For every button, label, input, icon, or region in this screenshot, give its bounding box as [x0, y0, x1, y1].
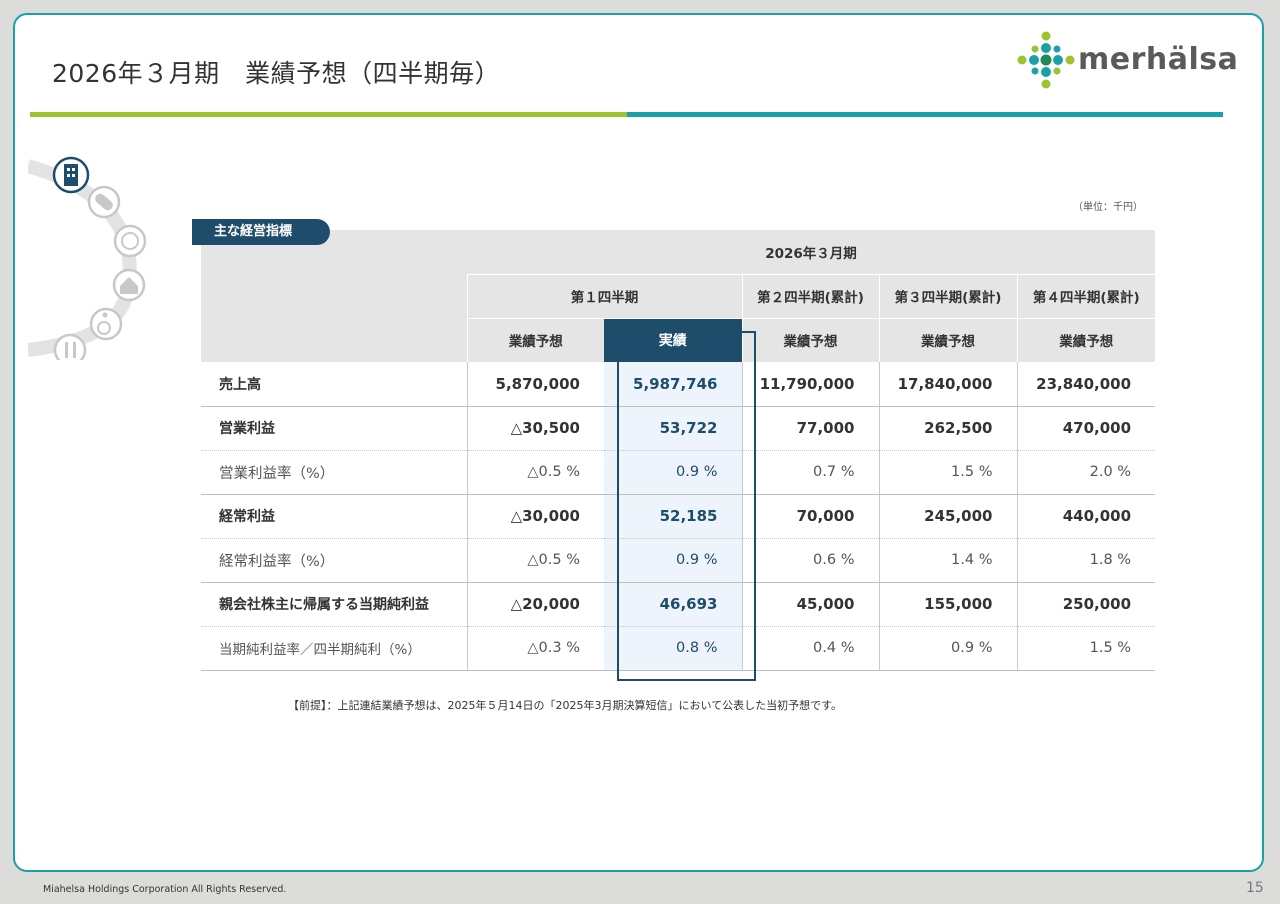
section-tag: 主な経営指標 [192, 219, 330, 245]
logo-mark-icon [1017, 31, 1075, 89]
q3-header: 第３四半期(累計) [878, 274, 1017, 319]
q3-cell: 1.4 % [878, 538, 1017, 582]
q1-actual-cell: 0.9 % [604, 538, 742, 582]
row-label: 経常利益 [219, 509, 275, 525]
q4-cell: 470,000 [1016, 406, 1156, 450]
q2-header: 第２四半期(累計) [741, 274, 879, 319]
q3-cell: 155,000 [878, 582, 1017, 626]
q1-actual-cell: 46,693 [604, 582, 742, 626]
q1-forecast-cell: △0.5 % [466, 450, 604, 494]
q1-forecast-cell: △30,000 [466, 494, 604, 538]
q3-forecast-header: 業績予想 [878, 318, 1017, 362]
q3-cell: 1.5 % [878, 450, 1017, 494]
q4-cell: 23,840,000 [1016, 362, 1156, 406]
q4-forecast-header: 業績予想 [1016, 318, 1156, 362]
q4-cell: 440,000 [1016, 494, 1156, 538]
building-icon [52, 156, 90, 194]
fork-knife-icon [53, 333, 87, 360]
q3-cell: 0.9 % [878, 626, 1017, 670]
footer-copyright: Miahelsa Holdings Corporation All Rights… [43, 884, 287, 895]
q4-cell: 2.0 % [1016, 450, 1156, 494]
q1-actual-cell: 0.9 % [604, 450, 742, 494]
table-row: 営業利益 △30,500 53,722 77,000 262,500 470,0… [201, 406, 1156, 450]
table-row: 経常利益率（%） △0.5 % 0.9 % 0.6 % 1.4 % 1.8 % [201, 538, 1156, 582]
q1-actual-cell: 52,185 [604, 494, 742, 538]
table-corner [201, 230, 467, 362]
table-row: 当期純利益率／四半期純利（%） △0.3 % 0.8 % 0.4 % 0.9 %… [201, 626, 1156, 670]
header-divider-green [30, 112, 627, 117]
q1-actual-header: 実績 [604, 318, 742, 362]
header-divider-teal [627, 112, 1223, 117]
table-row: 営業利益率（%） △0.5 % 0.9 % 0.7 % 1.5 % 2.0 % [201, 450, 1156, 494]
q2-cell: 45,000 [741, 582, 879, 626]
q1-forecast-cell: 5,870,000 [466, 362, 604, 406]
q3-cell: 262,500 [878, 406, 1017, 450]
q2-cell: 77,000 [741, 406, 879, 450]
q1-forecast-cell: △0.5 % [466, 538, 604, 582]
page-title: 2026年３月期 業績予想（四半期毎） [52, 59, 501, 88]
q2-cell: 70,000 [741, 494, 879, 538]
company-logo: merhälsa [1016, 30, 1238, 90]
logo-text: merhälsa [1078, 42, 1239, 77]
q1-actual-cell: 5,987,746 [604, 362, 742, 406]
unit-note: （単位：千円） [1073, 202, 1143, 213]
page-number: 15 [1246, 880, 1264, 896]
wheelchair-icon [89, 307, 123, 341]
q1-forecast-header: 業績予想 [466, 318, 604, 362]
q1-forecast-cell: △0.3 % [466, 626, 604, 670]
table-row: 売上高 5,870,000 5,987,746 11,790,000 17,84… [201, 362, 1156, 406]
q1-forecast-cell: △20,000 [466, 582, 604, 626]
table-row: 経常利益 △30,000 52,185 70,000 245,000 440,0… [201, 494, 1156, 538]
q2-cell: 0.4 % [741, 626, 879, 670]
q2-cell: 0.7 % [741, 450, 879, 494]
fiscal-year-header: 2026年３月期 [467, 230, 1156, 275]
q4-header: 第４四半期(累計) [1016, 274, 1156, 319]
q4-cell: 1.5 % [1016, 626, 1156, 670]
q4-cell: 1.8 % [1016, 538, 1156, 582]
pill-icon [87, 185, 121, 219]
row-label: 経常利益率（%） [219, 553, 335, 570]
q1-actual-cell: 0.8 % [604, 626, 742, 670]
q2-forecast-header: 業績予想 [741, 318, 879, 362]
q4-cell: 250,000 [1016, 582, 1156, 626]
row-label: 営業利益率（%） [219, 465, 335, 482]
q1-actual-cell: 53,722 [604, 406, 742, 450]
row-label: 親会社株主に帰属する当期純利益 [219, 597, 429, 613]
child-face-icon [113, 224, 147, 258]
q3-cell: 245,000 [878, 494, 1017, 538]
row-label: 売上高 [219, 376, 261, 393]
forecast-table: 2026年３月期 第１四半期 第２四半期(累計) 第３四半期(累計) 第４四半期… [201, 230, 1156, 671]
row-label: 当期純利益率／四半期純利（%） [219, 642, 421, 658]
q1-header: 第１四半期 [466, 274, 742, 319]
q3-cell: 17,840,000 [878, 362, 1017, 406]
row-label: 営業利益 [219, 421, 275, 437]
q1-forecast-cell: △30,500 [466, 406, 604, 450]
service-icons-arc [28, 156, 147, 360]
premise-note: 【前提】：上記連結業績予想は、2025年５月14日の「2025年3月期決算短信」… [288, 699, 843, 712]
q2-cell: 11,790,000 [741, 362, 879, 406]
table-row: 親会社株主に帰属する当期純利益 △20,000 46,693 45,000 15… [201, 582, 1156, 626]
q2-cell: 0.6 % [741, 538, 879, 582]
house-icon [112, 268, 146, 302]
